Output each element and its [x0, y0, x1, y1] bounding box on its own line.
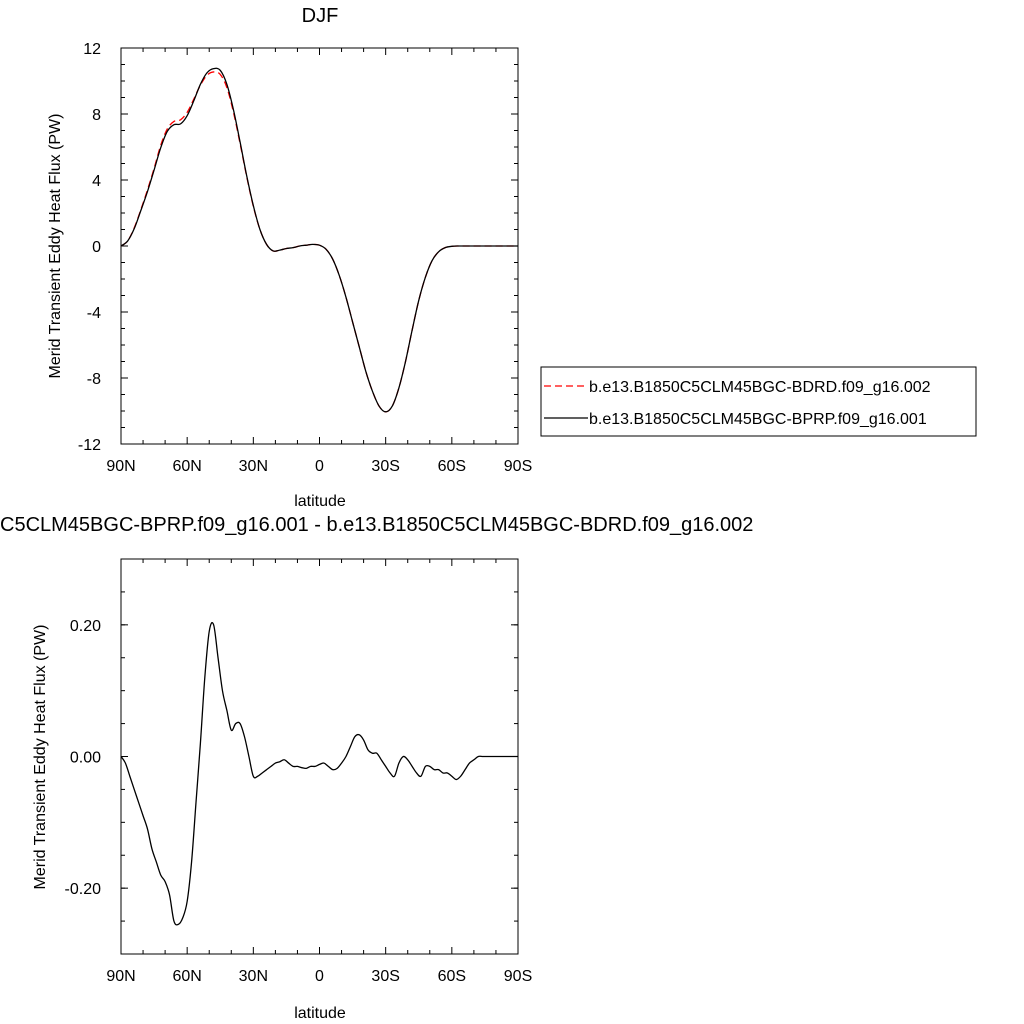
x-tick-label: 30N: [239, 458, 268, 475]
x-axis-label: latitude: [294, 493, 346, 510]
plot-frame: [120, 47, 519, 445]
y-tick-label: 4: [92, 173, 101, 190]
chart-title: b.e13.B1850C5CLM45BGC-BPRP.f09_g16.001 -…: [0, 514, 753, 536]
x-tick-label: 60N: [172, 458, 201, 475]
y-tick-label: -12: [78, 437, 101, 454]
y-tick-label: 0: [92, 239, 101, 256]
y-axis-label: Merid Transient Eddy Heat Flux (PW): [32, 625, 49, 890]
y-tick-label: 0.00: [70, 750, 101, 767]
y-tick-label: -8: [87, 371, 101, 388]
legend: b.e13.B1850C5CLM45BGC-BDRD.f09_g16.002 b…: [540, 366, 977, 437]
x-tick-label: 30S: [371, 458, 399, 475]
x-tick-label: 60N: [172, 968, 201, 985]
chart-title: DJF: [302, 5, 339, 27]
x-tick-label: 90N: [106, 458, 135, 475]
x-tick-label: 90S: [504, 968, 532, 985]
y-tick-label: 8: [92, 107, 101, 124]
x-tick-label: 0: [315, 968, 324, 985]
legend-box: [540, 366, 977, 437]
series-line-1: [120, 622, 518, 926]
x-tick-label: 90N: [106, 968, 135, 985]
series-line-1: [120, 71, 518, 413]
series-lines: [120, 67, 518, 413]
tick-labels: 90N 60N 30N 0 30S 60S 90S -0.20 0.00 0.20: [65, 618, 533, 985]
series-line-2: [120, 67, 518, 413]
series-lines: [120, 622, 518, 926]
y-tick-label: -0.20: [65, 881, 102, 898]
legend-label-bprp: b.e13.B1850C5CLM45BGC-BPRP.f09_g16.001: [589, 411, 927, 428]
djf-panel: DJF 90N 60N 30N 0 30S 60S 90S -12 -8 -4 0 4 8 12 lati…: [47, 5, 977, 510]
x-tick-label: 30S: [371, 968, 399, 985]
tick-labels: 90N 60N 30N 0 30S 60S 90S -12 -8 -4 0 4 8 12: [78, 41, 532, 475]
y-tick-label: 0.20: [70, 618, 101, 635]
x-tick-label: 0: [315, 458, 324, 475]
x-tick-label: 90S: [504, 458, 532, 475]
x-tick-label: 60S: [438, 458, 466, 475]
y-tick-label: -4: [87, 305, 101, 322]
x-axis-label: latitude: [294, 1005, 346, 1022]
difference-panel: b.e13.B1850C5CLM45BGC-BPRP.f09_g16.001 -…: [0, 514, 753, 1022]
x-tick-label: 60S: [438, 968, 466, 985]
legend-label-bdrd: b.e13.B1850C5CLM45BGC-BDRD.f09_g16.002: [589, 379, 931, 396]
tick-marks: [120, 558, 519, 955]
y-axis-label: Merid Transient Eddy Heat Flux (PW): [47, 114, 64, 379]
x-tick-label: 30N: [239, 968, 268, 985]
y-tick-label: 12: [83, 41, 101, 58]
plot-frame: [120, 558, 519, 955]
